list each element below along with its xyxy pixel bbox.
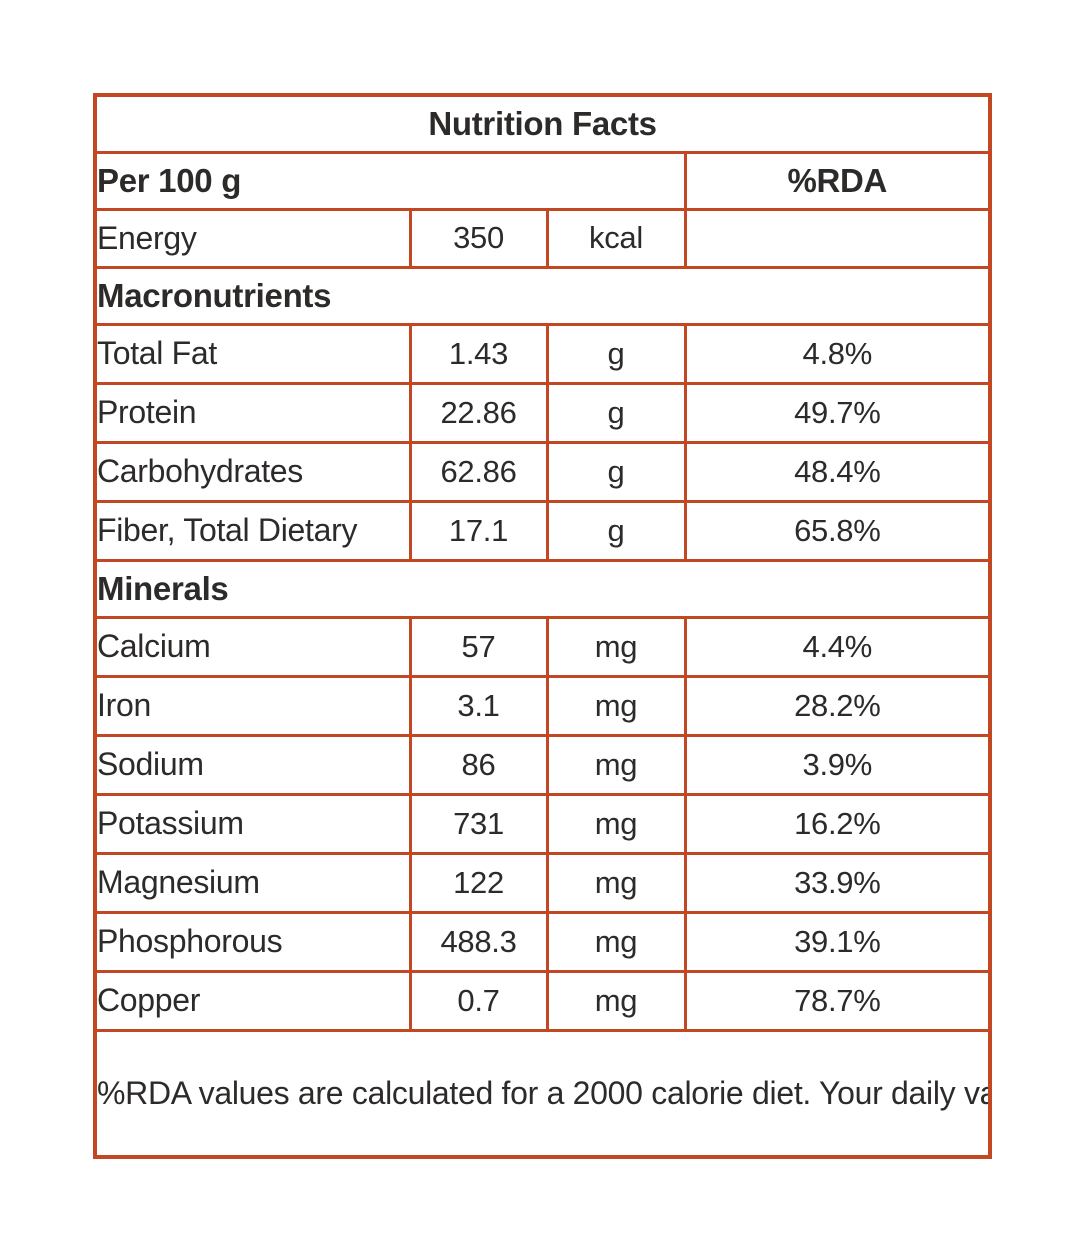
- nutrient-name: Sodium: [93, 733, 412, 796]
- nutrient-rda: 4.8%: [683, 322, 992, 385]
- nutrient-unit: kcal: [545, 207, 687, 269]
- nutrient-rda: 3.9%: [683, 733, 992, 796]
- nutrient-value: 0.7: [408, 969, 549, 1032]
- nutrition-facts-table: Nutrition Facts Per 100 g %RDA Energy 35…: [93, 93, 993, 1159]
- table-title: Nutrition Facts: [93, 93, 992, 154]
- nutrient-row-phosphorous: Phosphorous 488.3 mg 39.1%: [93, 910, 992, 973]
- nutrient-value: 62.86: [408, 440, 549, 503]
- nutrient-unit: mg: [545, 851, 687, 914]
- nutrient-row-magnesium: Magnesium 122 mg 33.9%: [93, 851, 992, 914]
- nutrient-rda: 65.8%: [683, 499, 992, 562]
- nutrient-rda: 39.1%: [683, 910, 992, 973]
- nutrient-unit: mg: [545, 674, 687, 737]
- nutrient-name: Protein: [93, 381, 412, 444]
- nutrient-value: 57: [408, 615, 549, 678]
- nutrient-value: 350: [408, 207, 549, 269]
- nutrient-name: Phosphorous: [93, 910, 412, 973]
- nutrient-name: Potassium: [93, 792, 412, 855]
- nutrient-value: 86: [408, 733, 549, 796]
- section-header-minerals: Minerals: [93, 558, 992, 619]
- nutrient-unit: mg: [545, 910, 687, 973]
- nutrient-row-calcium: Calcium 57 mg 4.4%: [93, 615, 992, 678]
- nutrient-name: Iron: [93, 674, 412, 737]
- nutrient-unit: mg: [545, 969, 687, 1032]
- nutrient-row-carbohydrates: Carbohydrates 62.86 g 48.4%: [93, 440, 992, 503]
- nutrient-rda: 28.2%: [683, 674, 992, 737]
- nutrient-rda: 49.7%: [683, 381, 992, 444]
- section-header-row-minerals: Minerals: [93, 558, 992, 619]
- nutrient-unit: mg: [545, 615, 687, 678]
- nutrient-name: Fiber, Total Dietary: [93, 499, 412, 562]
- nutrient-value: 122: [408, 851, 549, 914]
- footnote-row: %RDA values are calculated for a 2000 ca…: [93, 1028, 992, 1159]
- nutrient-row-potassium: Potassium 731 mg 16.2%: [93, 792, 992, 855]
- nutrient-rda: 48.4%: [683, 440, 992, 503]
- nutrient-row-protein: Protein 22.86 g 49.7%: [93, 381, 992, 444]
- nutrient-row-fiber: Fiber, Total Dietary 17.1 g 65.8%: [93, 499, 992, 562]
- nutrient-name: Energy: [93, 207, 412, 269]
- nutrient-unit: mg: [545, 733, 687, 796]
- nutrient-rda: 33.9%: [683, 851, 992, 914]
- nutrient-value: 731: [408, 792, 549, 855]
- nutrient-name: Carbohydrates: [93, 440, 412, 503]
- section-header-macronutrients: Macronutrients: [93, 265, 992, 326]
- rda-footnote: %RDA values are calculated for a 2000 ca…: [93, 1028, 992, 1159]
- nutrient-row-sodium: Sodium 86 mg 3.9%: [93, 733, 992, 796]
- nutrient-value: 1.43: [408, 322, 549, 385]
- nutrient-unit: g: [545, 381, 687, 444]
- nutrient-value: 17.1: [408, 499, 549, 562]
- nutrient-rda: 16.2%: [683, 792, 992, 855]
- nutrient-name: Calcium: [93, 615, 412, 678]
- nutrient-value: 488.3: [408, 910, 549, 973]
- nutrient-name: Copper: [93, 969, 412, 1032]
- nutrient-row-total-fat: Total Fat 1.43 g 4.8%: [93, 322, 992, 385]
- nutrient-rda: 4.4%: [683, 615, 992, 678]
- rda-column-header: %RDA: [683, 150, 992, 211]
- nutrient-unit: g: [545, 499, 687, 562]
- nutrient-name: Magnesium: [93, 851, 412, 914]
- nutrient-unit: mg: [545, 792, 687, 855]
- nutrient-value: 22.86: [408, 381, 549, 444]
- nutrient-rda: 78.7%: [683, 969, 992, 1032]
- nutrient-value: 3.1: [408, 674, 549, 737]
- column-header-row: Per 100 g %RDA: [93, 150, 992, 211]
- nutrient-rda: [683, 207, 992, 269]
- serving-size-header: Per 100 g: [93, 150, 687, 211]
- section-header-row-macronutrients: Macronutrients: [93, 265, 992, 326]
- nutrient-name: Total Fat: [93, 322, 412, 385]
- nutrient-unit: g: [545, 440, 687, 503]
- nutrient-unit: g: [545, 322, 687, 385]
- nutrient-row-copper: Copper 0.7 mg 78.7%: [93, 969, 992, 1032]
- title-row: Nutrition Facts: [93, 93, 992, 154]
- nutrient-row-iron: Iron 3.1 mg 28.2%: [93, 674, 992, 737]
- nutrient-row-energy: Energy 350 kcal: [93, 207, 992, 269]
